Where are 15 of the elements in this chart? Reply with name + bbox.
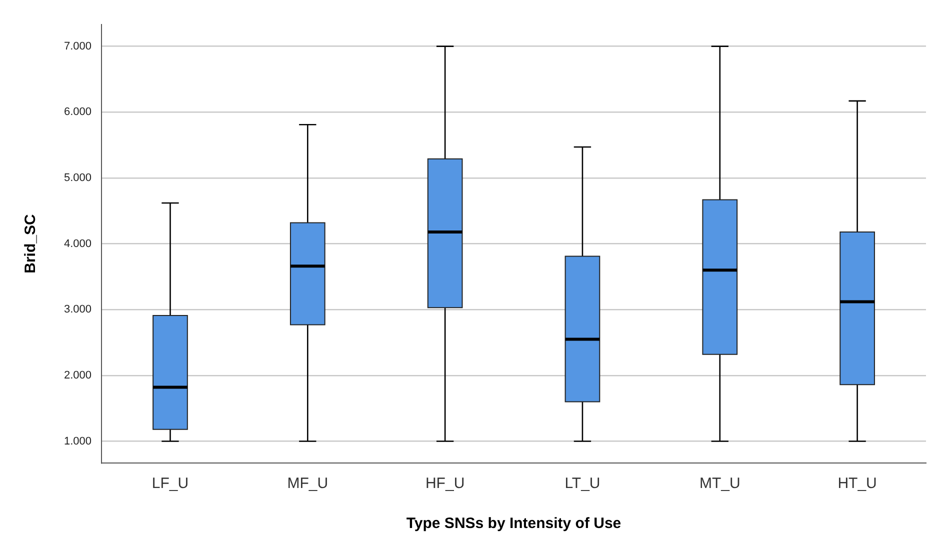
y-axis-title: Brid_SC xyxy=(22,214,40,274)
x-axis-title: Type SNSs by Intensity of Use xyxy=(406,515,622,532)
y-tick-label: 7.000 xyxy=(64,40,92,52)
y-tick-label: 4.000 xyxy=(64,238,92,250)
y-tick-label: 2.000 xyxy=(64,369,92,382)
x-tick-label: HT_U xyxy=(838,475,877,492)
y-tick-label: 1.000 xyxy=(64,435,92,448)
x-tick-label: MT_U xyxy=(699,475,740,492)
y-tick-label: 3.000 xyxy=(64,304,92,316)
x-tick-label: MF_U xyxy=(287,475,328,492)
y-tick-label: 6.000 xyxy=(64,106,92,118)
x-tick-label: LT_U xyxy=(564,475,600,492)
x-tick-label: HF_U xyxy=(425,475,465,492)
y-tick-label: 5.000 xyxy=(64,172,92,184)
x-tick-label: LF_U xyxy=(152,475,189,492)
